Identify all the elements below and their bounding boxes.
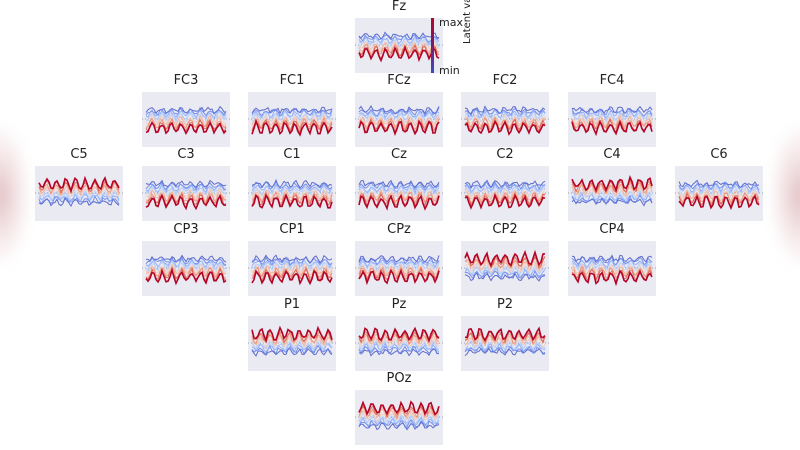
channel-plot xyxy=(461,241,549,296)
channel-plot xyxy=(142,166,230,221)
right-edge-blur xyxy=(770,125,800,265)
channel-plot xyxy=(248,316,336,371)
channel-plot xyxy=(568,241,656,296)
channel-title: FC1 xyxy=(279,73,305,88)
channel-plot xyxy=(355,166,443,221)
colorbar-title: Latent value xyxy=(462,0,473,44)
channel-plot xyxy=(675,166,763,221)
channel-plot xyxy=(142,241,230,296)
left-edge-blur xyxy=(0,125,30,265)
channel-title: Fz xyxy=(391,0,407,14)
channel-title: C6 xyxy=(710,147,728,162)
channel-plot xyxy=(35,166,123,221)
channel-title: CP2 xyxy=(492,222,518,237)
channel-plot xyxy=(248,166,336,221)
channel-title: CP4 xyxy=(599,222,625,237)
channel-plot xyxy=(355,390,443,445)
colorbar-min-label: min xyxy=(439,64,460,77)
colorbar xyxy=(431,18,434,73)
channel-title: Pz xyxy=(391,297,407,312)
channel-title: CP3 xyxy=(173,222,199,237)
channel-plot xyxy=(248,92,336,147)
colorbar-max-label: max xyxy=(439,16,463,29)
channel-title: C4 xyxy=(603,147,621,162)
channel-plot xyxy=(355,18,443,73)
channel-title: Cz xyxy=(391,147,407,162)
channel-title: FC2 xyxy=(492,73,518,88)
channel-plot xyxy=(142,92,230,147)
channel-title: C1 xyxy=(283,147,301,162)
channel-plot xyxy=(355,241,443,296)
channel-title: P1 xyxy=(283,297,301,312)
channel-plot xyxy=(461,166,549,221)
channel-plot xyxy=(355,92,443,147)
channel-title: P2 xyxy=(496,297,514,312)
channel-plot xyxy=(461,92,549,147)
channel-title: CP1 xyxy=(279,222,305,237)
channel-plot xyxy=(568,166,656,221)
channel-plot xyxy=(248,241,336,296)
channel-title: CPz xyxy=(387,222,411,237)
channel-plot xyxy=(461,316,549,371)
channel-title: FC3 xyxy=(173,73,199,88)
channel-plot xyxy=(355,316,443,371)
channel-title: FC4 xyxy=(599,73,625,88)
channel-title: POz xyxy=(386,371,412,386)
channel-plot xyxy=(568,92,656,147)
channel-title: C3 xyxy=(177,147,195,162)
channel-title: C2 xyxy=(496,147,514,162)
channel-title: C5 xyxy=(70,147,88,162)
channel-title: FCz xyxy=(387,73,411,88)
